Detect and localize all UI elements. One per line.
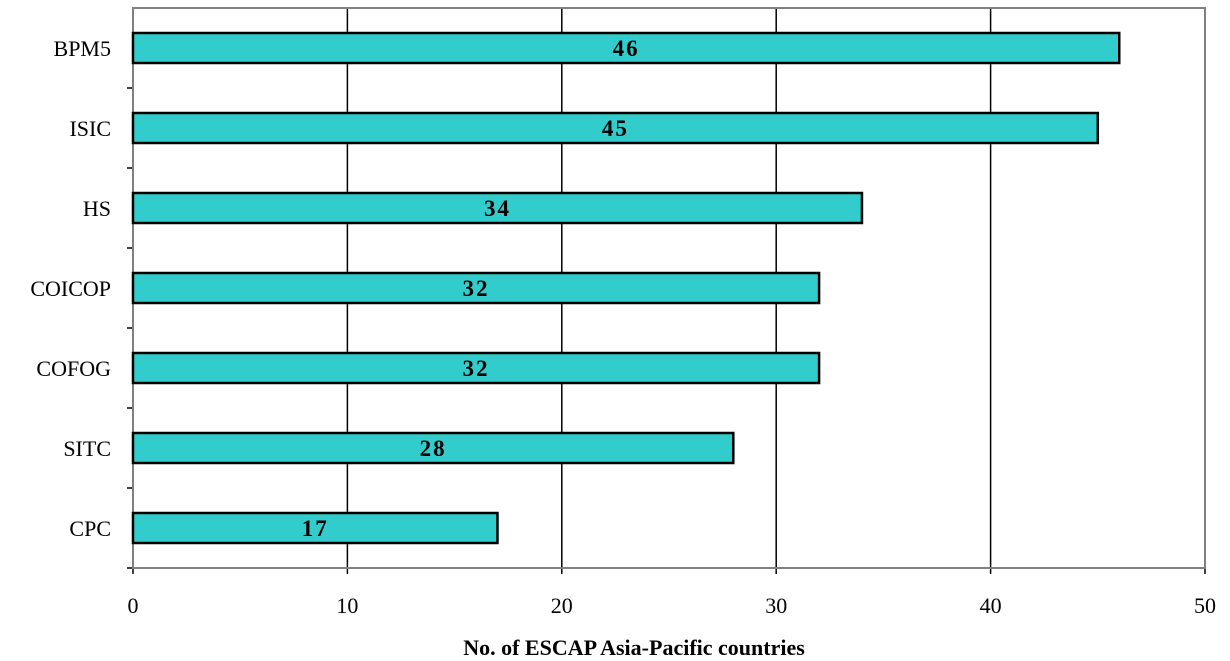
category-label-cofog: COFOG — [36, 356, 111, 381]
category-label-sitc: SITC — [63, 436, 111, 461]
category-label-hs: HS — [83, 196, 111, 221]
data-label-cofog: 32 — [463, 356, 490, 381]
bar-cofog — [131, 351, 821, 385]
x-tick-label: 20 — [551, 593, 573, 618]
x-tick-label: 40 — [980, 593, 1002, 618]
bar-hs — [131, 191, 864, 225]
category-label-isic: ISIC — [69, 116, 111, 141]
data-label-hs: 34 — [484, 196, 511, 221]
bar-cpc — [131, 511, 499, 545]
data-label-bpm5: 46 — [613, 36, 640, 61]
bar-bpm5 — [131, 31, 1121, 65]
data-label-coicop: 32 — [463, 276, 490, 301]
x-tick-label: 30 — [765, 593, 787, 618]
x-tick-label: 50 — [1194, 593, 1216, 618]
category-labels: BPM5 ISIC HS COICOP COFOG SITC CPC — [30, 36, 111, 541]
category-label-bpm5: BPM5 — [54, 36, 111, 61]
data-label-cpc: 17 — [302, 516, 329, 541]
bar-isic — [131, 111, 1100, 145]
bar-sitc — [131, 431, 735, 465]
data-label-isic: 45 — [602, 116, 629, 141]
x-tick-label: 10 — [336, 593, 358, 618]
data-label-sitc: 28 — [420, 436, 447, 461]
bar-coicop — [131, 271, 821, 305]
category-label-coicop: COICOP — [30, 276, 111, 301]
bars: 46 45 34 32 32 28 17 — [131, 31, 1121, 545]
x-tick-labels: 0 10 20 30 40 50 — [128, 593, 1217, 618]
x-tick-label: 0 — [128, 593, 139, 618]
category-label-cpc: CPC — [69, 516, 111, 541]
x-axis-title: No. of ESCAP Asia-Pacific countries — [463, 635, 805, 660]
